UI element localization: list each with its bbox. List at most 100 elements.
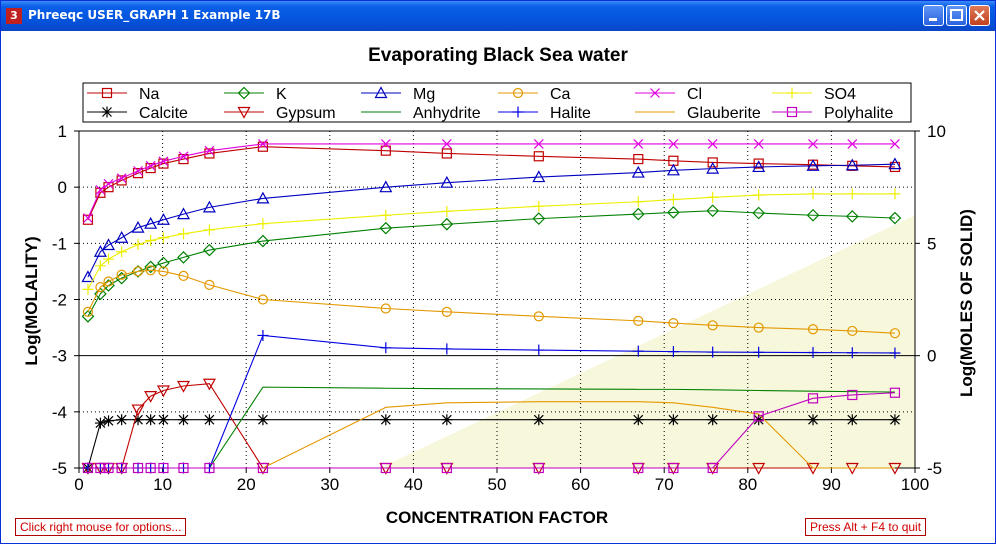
data-point-gypsum (144, 391, 158, 403)
data-point-mg (93, 245, 107, 257)
maximize-button[interactable] (946, 5, 967, 26)
legend-label-ca: Ca (550, 86, 571, 103)
data-point-polyhalite (633, 462, 644, 474)
close-button[interactable] (969, 5, 990, 26)
data-point-polyhalite (103, 462, 114, 474)
data-point-so4 (441, 205, 453, 217)
y2-tick-label: 0 (927, 347, 936, 366)
data-point-mg (532, 170, 546, 183)
series-line-mg (87, 163, 895, 278)
data-point-k (532, 212, 546, 225)
data-point-halite (807, 347, 819, 359)
data-point-mg (256, 191, 270, 204)
title-bar[interactable]: 3 Phreeqc USER_GRAPH 1 Example 17B (1, 1, 995, 31)
data-point-na (380, 145, 391, 156)
data-point-polyhalite (807, 393, 819, 404)
data-point-halite (753, 346, 765, 358)
data-point-cl (103, 178, 114, 189)
data-point-polyhalite (257, 462, 269, 474)
chart-area[interactable]: 0 10 20 30 40 50 60 70 80 90 100 1 0 -1 -2 -3 -4 -5 10 5 0 -5… (5, 31, 991, 541)
close-icon (974, 10, 985, 21)
y2-tick-label: 10 (927, 122, 946, 141)
data-point-calcite (145, 414, 157, 426)
data-point-ca (204, 279, 215, 290)
data-point-gypsum (752, 462, 766, 475)
chart-title: Evaporating Black Sea water (368, 45, 628, 66)
data-point-halite (441, 343, 453, 355)
x-tick-label: 80 (738, 475, 757, 494)
data-point-mg (131, 220, 145, 233)
x-axis-label: CONCENTRATION FACTOR (386, 508, 608, 527)
data-point-k (157, 256, 170, 270)
data-point-na (633, 153, 644, 165)
data-point-ca (889, 328, 901, 339)
data-point-cl (753, 138, 764, 149)
data-point-ca (380, 303, 391, 314)
data-point-na (753, 158, 764, 169)
data-point-calcite (889, 414, 901, 426)
plot-background-band (379, 215, 916, 468)
y2-tick-label: -5 (927, 459, 942, 478)
series-line-so4 (87, 193, 895, 290)
data-point-calcite (94, 417, 106, 429)
data-point-calcite (632, 414, 644, 426)
data-point-cl (83, 213, 93, 223)
data-point-mg (156, 212, 170, 225)
data-point-cl (145, 160, 156, 171)
data-point-mg (202, 200, 216, 213)
data-point-cl (380, 138, 391, 149)
legend-label-gypsum: Gypsum (276, 105, 336, 122)
legend-marker-ca (512, 87, 524, 99)
data-point-ca (82, 306, 94, 317)
x-tick-label: 50 (488, 475, 507, 494)
data-point-k (706, 204, 720, 218)
minimize-button[interactable] (923, 5, 944, 26)
data-point-cl (133, 165, 143, 176)
data-point-cl (668, 138, 679, 149)
data-point-mg (806, 159, 820, 171)
data-point-ca (116, 269, 127, 280)
data-point-ca (158, 266, 169, 277)
data-point-polyhalite (889, 387, 901, 398)
data-point-calcite (203, 414, 215, 426)
data-point-polyhalite (178, 462, 189, 474)
data-point-ca (257, 294, 269, 305)
data-point-halite (707, 346, 719, 358)
legend-marker-na (101, 87, 113, 99)
data-point-na (441, 148, 452, 159)
data-point-gypsum (202, 378, 216, 391)
data-point-polyhalite (753, 411, 764, 422)
data-point-na (158, 158, 169, 169)
data-point-calcite (257, 414, 269, 426)
data-point-mg (176, 207, 191, 220)
data-point-polyhalite (158, 462, 169, 474)
legend-label-glauberite: Glauberite (687, 105, 761, 122)
data-point-so4 (157, 232, 169, 244)
data-point-cl (890, 138, 900, 149)
data-point-calcite (132, 414, 144, 426)
data-point-ca (533, 311, 544, 322)
y-tick-label: 1 (58, 122, 67, 141)
legend-marker-k (237, 86, 251, 100)
data-point-halite (533, 344, 545, 356)
data-point-cl (441, 138, 452, 149)
data-point-polyhalite (668, 462, 679, 474)
data-point-mg (631, 165, 645, 178)
data-point-mg (752, 160, 766, 173)
series-line-na (87, 146, 895, 220)
data-point-k (888, 211, 902, 225)
data-point-k (752, 206, 766, 220)
data-point-calcite (103, 415, 115, 427)
x-tick-label: 30 (320, 475, 339, 494)
legend-marker-cl (650, 88, 660, 98)
data-point-calcite (846, 414, 858, 426)
legend-label-na: Na (139, 86, 160, 103)
x-tick-label: 10 (153, 475, 172, 494)
y-tick-label: 0 (58, 178, 67, 197)
data-point-polyhalite (380, 462, 391, 474)
data-point-so4 (667, 194, 679, 206)
data-point-so4 (807, 188, 819, 200)
data-point-ca (753, 322, 764, 333)
data-point-cl (633, 138, 644, 149)
data-point-mg (101, 238, 116, 251)
